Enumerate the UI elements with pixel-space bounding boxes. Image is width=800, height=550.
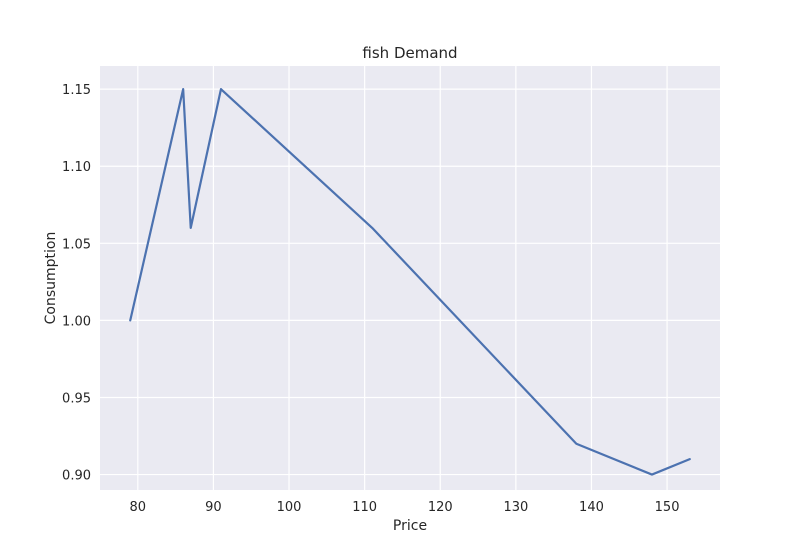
x-tick-labels: 80 90 100 110 120 130 140 150	[130, 500, 680, 515]
y-tick-label: 0.95	[62, 391, 91, 406]
x-tick-label: 100	[277, 500, 302, 515]
x-tick-label: 120	[428, 500, 453, 515]
series-layer	[129, 88, 691, 476]
x-tick-label: 140	[579, 500, 604, 515]
y-tick-label: 1.15	[62, 83, 91, 98]
y-tick-labels: 0.90 0.95 1.00 1.05 1.10 1.15	[62, 83, 91, 483]
x-tick-label: 110	[352, 500, 377, 515]
y-axis-label: Consumption	[43, 232, 59, 325]
series-line	[129, 88, 691, 476]
x-tick-label: 150	[655, 500, 680, 515]
y-tick-label: 1.10	[62, 160, 91, 175]
y-tick-label: 1.05	[62, 237, 91, 252]
x-tick-label: 130	[503, 500, 528, 515]
y-tick-label: 1.00	[62, 314, 91, 329]
y-gridlines	[100, 88, 720, 476]
chart-title: fish Demand	[362, 44, 457, 62]
x-tick-label: 80	[130, 500, 147, 515]
x-tick-label: 90	[205, 500, 222, 515]
y-tick-label: 0.90	[62, 469, 91, 484]
x-gridlines	[137, 66, 668, 490]
plot-area	[100, 66, 720, 490]
x-axis-label: Price	[393, 518, 427, 534]
